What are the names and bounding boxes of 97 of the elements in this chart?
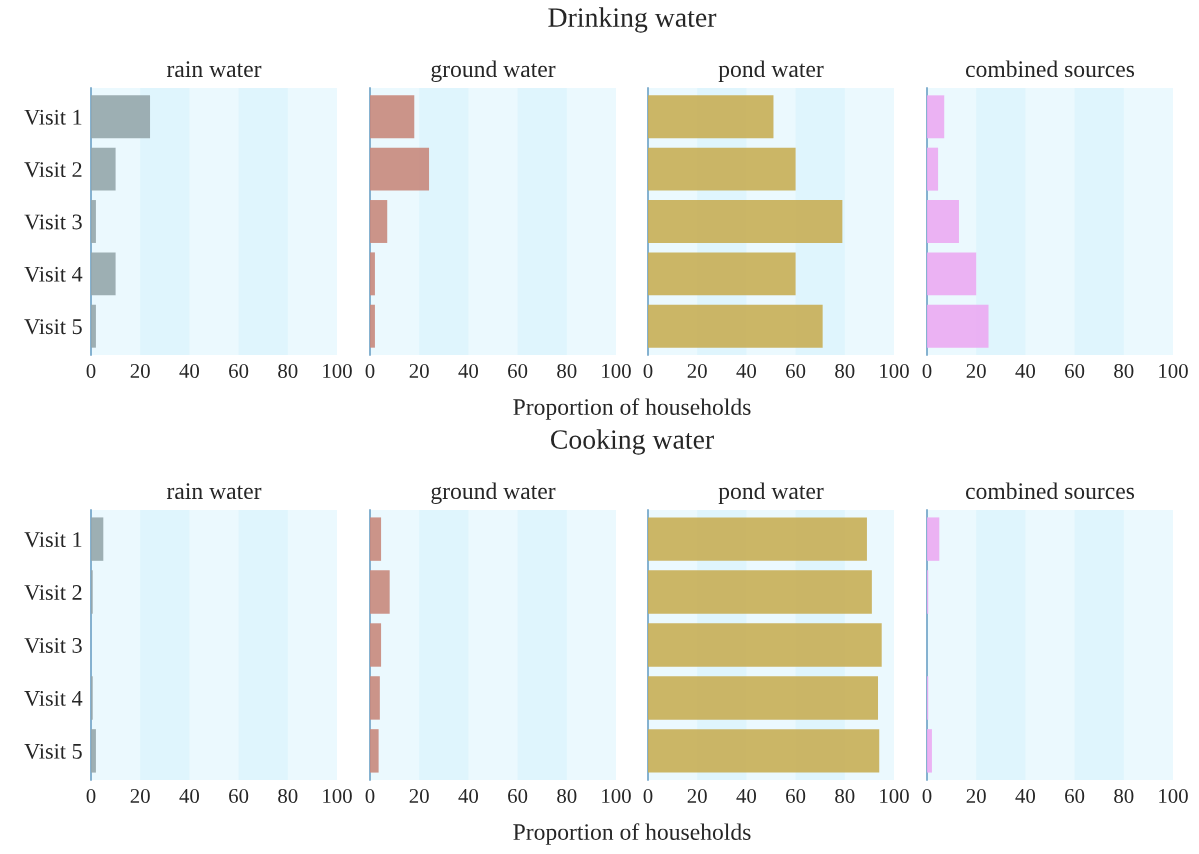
x-tick-label: 20 [409,363,429,378]
x-tick-label: 80 [1114,363,1134,378]
x-tick-label: 40 [1015,788,1036,803]
bar [370,252,375,296]
x-tick-label: 100 [323,788,352,803]
bar [927,95,945,139]
x-tick-label: 60 [786,788,806,803]
x-tick-label: 20 [130,788,150,803]
y-tick-label: Visit 5 [24,743,82,759]
x-tick-label: 100 [323,363,352,378]
x-tick-label: 20 [966,788,986,803]
x-tick-label: 80 [557,788,577,803]
x-tick-label: 0 [86,788,96,803]
x-axis-title: Proportion of households [513,398,751,420]
x-tick-label: 20 [966,363,986,378]
y-tick-label: Visit 1 [24,109,82,125]
x-tick-label: 60 [508,363,528,378]
x-tick-label: 60 [786,363,806,378]
bar [91,304,96,348]
chart-title: combined sources [965,482,1135,500]
bar [648,200,843,243]
x-tick-label: 100 [1159,363,1188,378]
x-tick-label: 0 [365,363,375,378]
x-tick-label: 100 [880,788,909,803]
bar [927,517,940,561]
bar [370,200,388,243]
x-tick-label: 0 [365,788,375,803]
x-tick-label: 100 [880,363,909,378]
bar [370,570,390,614]
bar [648,95,774,139]
bar [927,729,932,773]
bar [370,147,430,191]
y-tick-label: Visit 1 [24,532,82,548]
x-tick-label: 80 [835,788,855,803]
y-tick-label: Visit 2 [24,585,82,601]
x-tick-label: 0 [86,363,96,378]
x-tick-label: 40 [736,788,757,803]
bar [370,676,380,720]
x-tick-label: 60 [1065,788,1085,803]
x-tick-label: 60 [229,788,249,803]
y-tick-label: Visit 4 [24,266,83,282]
chart-title: rain water [166,483,262,500]
chart-title: rain water [166,61,262,78]
x-tick-label: 0 [922,363,932,378]
y-tick-label: Visit 4 [24,690,83,706]
text: Cooking water [550,429,714,455]
x-tick-label: 40 [1015,363,1036,378]
x-tick-label: 100 [1159,788,1188,803]
x-tick-label: 80 [1114,788,1134,803]
x-tick-label: 60 [1065,363,1085,378]
chart-title: pond water [718,482,824,504]
y-tick-label: Visit 3 [24,637,82,654]
x-tick-label: 100 [602,363,631,378]
bar [648,147,796,191]
bar [648,252,796,296]
x-tick-label: 20 [409,788,429,803]
bar [91,252,116,296]
chart-title: combined sources [965,60,1135,78]
x-tick-label: 0 [643,788,653,803]
x-tick-label: 0 [643,363,653,378]
x-axis-title: Proportion of households [513,823,751,845]
x-tick-label: 80 [278,363,298,378]
x-tick-label: 80 [557,363,577,378]
bar [370,95,415,139]
bar [370,623,382,667]
x-tick-label: 100 [602,788,631,803]
x-tick-label: 60 [229,363,249,378]
chart-title: pond water [718,60,824,82]
bar [927,252,977,296]
x-tick-label: 20 [687,363,707,378]
x-tick-label: 40 [458,363,479,378]
bar [927,304,989,348]
bar [91,147,116,191]
chart-title: ground water [431,482,556,504]
y-tick-label: Visit 2 [24,162,82,178]
x-tick-label: 40 [736,363,757,378]
bar [91,95,151,139]
x-tick-label: 80 [835,363,855,378]
x-tick-label: 20 [130,363,150,378]
x-tick-label: 0 [922,788,932,803]
x-tick-label: 80 [278,788,298,803]
bar [927,147,939,191]
x-tick-label: 40 [179,788,200,803]
bar [927,200,959,243]
x-tick-label: 40 [179,363,200,378]
bar [648,304,823,348]
x-tick-label: 40 [458,788,479,803]
y-tick-label: Visit 3 [24,214,82,230]
bar [370,304,375,348]
bar [370,517,382,561]
bar [91,200,96,243]
text: Drinking water [548,7,717,33]
x-tick-label: 20 [687,788,707,803]
chart-title: ground water [431,60,556,82]
y-tick-label: Visit 5 [24,319,82,335]
bar [370,729,379,773]
x-tick-label: 60 [508,788,528,803]
